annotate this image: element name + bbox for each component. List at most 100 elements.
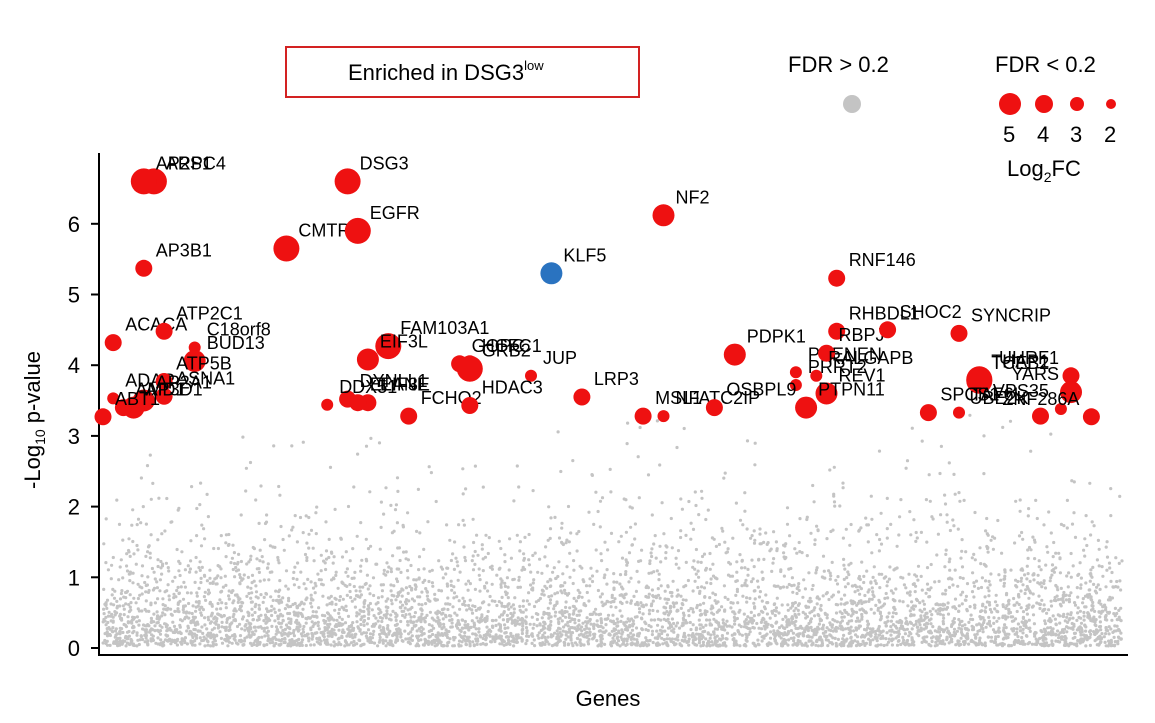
background-point <box>518 585 523 589</box>
background-point <box>499 585 503 589</box>
background-point <box>203 590 207 594</box>
background-point <box>310 620 314 624</box>
background-point <box>315 640 319 644</box>
background-point <box>1015 627 1019 631</box>
background-point <box>859 642 864 647</box>
background-point <box>756 585 761 589</box>
background-point <box>400 587 404 591</box>
background-point <box>203 537 207 541</box>
background-point <box>311 586 316 590</box>
background-point <box>421 627 425 631</box>
background-point <box>952 472 956 476</box>
background-point <box>523 535 527 540</box>
background-point <box>704 517 708 522</box>
background-point <box>1047 643 1051 647</box>
background-point <box>771 611 775 615</box>
background-point <box>1056 629 1060 633</box>
background-point <box>272 644 276 648</box>
background-point <box>979 617 983 621</box>
background-point <box>812 633 816 637</box>
background-point <box>1018 498 1022 502</box>
background-point <box>520 621 524 625</box>
background-point <box>1012 596 1016 601</box>
background-point <box>518 549 522 553</box>
background-point <box>600 559 604 563</box>
background-point <box>348 559 352 563</box>
background-point <box>667 620 671 624</box>
background-point <box>534 612 539 616</box>
background-point <box>397 567 401 571</box>
background-point <box>1021 621 1025 625</box>
background-point <box>212 635 216 639</box>
background-point <box>581 578 585 582</box>
background-point <box>471 640 475 644</box>
background-point <box>149 601 153 605</box>
background-point <box>389 589 393 593</box>
background-point <box>774 606 779 610</box>
background-point <box>395 577 399 581</box>
background-point <box>200 565 204 570</box>
background-point <box>456 626 460 630</box>
background-point <box>1100 565 1104 569</box>
background-point <box>860 617 864 621</box>
background-point <box>1073 635 1077 640</box>
background-point <box>470 619 474 623</box>
background-point <box>674 562 678 566</box>
background-point <box>455 560 459 564</box>
background-point <box>213 621 217 625</box>
background-point <box>914 584 918 588</box>
background-point <box>658 463 662 467</box>
background-point <box>644 603 648 607</box>
background-point <box>682 585 686 589</box>
background-point <box>555 635 559 639</box>
background-point <box>1114 585 1118 589</box>
background-point <box>249 596 253 600</box>
background-point <box>725 631 730 635</box>
background-point <box>308 616 312 620</box>
background-point <box>111 626 115 630</box>
background-point <box>234 565 238 570</box>
background-point <box>410 597 414 601</box>
background-point <box>429 471 433 475</box>
background-point <box>543 642 547 647</box>
background-point <box>305 596 309 600</box>
background-point <box>631 622 635 626</box>
background-point <box>973 558 977 562</box>
background-point <box>1019 589 1023 593</box>
background-point <box>1020 530 1024 535</box>
background-point <box>1052 598 1056 603</box>
background-point <box>1020 567 1024 571</box>
background-point <box>639 643 644 647</box>
background-point <box>290 528 294 532</box>
background-point <box>770 569 774 574</box>
background-point <box>626 421 630 425</box>
background-point <box>471 568 476 572</box>
background-point <box>453 611 457 615</box>
background-point <box>271 640 275 645</box>
background-point <box>268 544 272 548</box>
background-point <box>455 595 459 599</box>
background-point <box>915 625 920 629</box>
background-point <box>224 555 228 559</box>
background-point <box>681 611 686 615</box>
background-point <box>791 631 796 635</box>
background-point <box>552 607 556 611</box>
background-point <box>1070 522 1075 526</box>
background-point <box>327 537 331 542</box>
background-point <box>1118 494 1122 498</box>
background-point <box>447 640 451 644</box>
background-point <box>362 618 367 623</box>
background-point <box>1067 571 1071 575</box>
background-point <box>872 565 876 569</box>
background-point <box>215 617 219 621</box>
background-point <box>480 547 484 551</box>
background-point <box>518 608 522 612</box>
background-point <box>487 603 491 607</box>
background-point <box>857 619 861 623</box>
background-point <box>322 638 327 642</box>
background-point <box>1084 629 1088 633</box>
background-point <box>672 621 676 626</box>
background-point <box>634 589 639 594</box>
background-point <box>478 589 482 593</box>
background-point <box>1117 629 1122 633</box>
